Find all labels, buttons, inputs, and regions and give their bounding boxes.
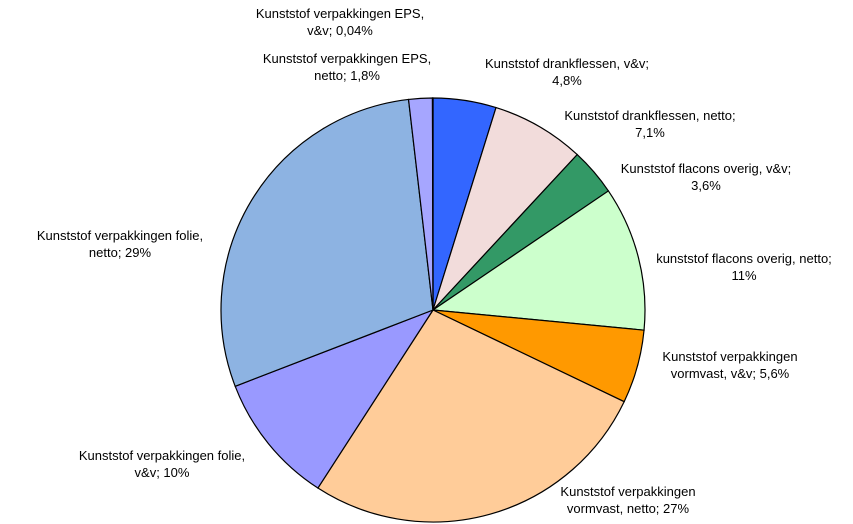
data-label: Kunststof flacons overig, v&v; 3,6% bbox=[620, 161, 792, 193]
data-label: Kunststof drankflessen, netto; 7,1% bbox=[564, 108, 736, 140]
data-label: kunststof flacons overig, netto; 11% bbox=[656, 251, 832, 283]
data-label: Kunststof verpakkingen EPS, v&v; 0,04% bbox=[255, 6, 425, 38]
data-label: Kunststof verpakkingen folie, netto; 29% bbox=[36, 228, 204, 260]
pie-slice bbox=[234, 308, 435, 489]
data-label: Kunststof verpakkingen vormvast, v&v; 5,… bbox=[662, 349, 798, 381]
data-label: Kunststof verpakkingen vormvast, netto; … bbox=[560, 484, 696, 516]
pie-slice bbox=[220, 98, 434, 388]
pie-slice bbox=[317, 309, 625, 523]
data-label: Kunststof verpakkingen folie, v&v; 10% bbox=[78, 448, 246, 480]
pie-slice bbox=[431, 97, 434, 311]
data-label: Kunststof verpakkingen EPS, netto; 1,8% bbox=[262, 51, 432, 83]
data-label: Kunststof drankflessen, v&v; 4,8% bbox=[484, 56, 650, 88]
pie-slice bbox=[431, 190, 646, 331]
